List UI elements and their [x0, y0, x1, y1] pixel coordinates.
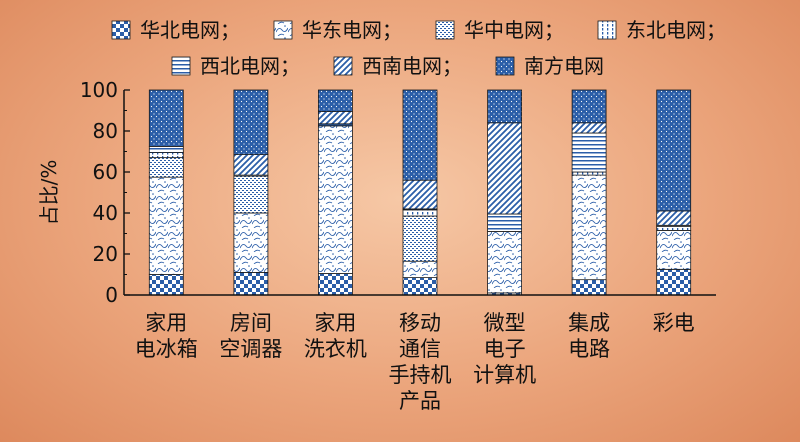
legend-label-4: 西北电网；	[200, 54, 300, 78]
category-label-0-1: 电冰箱	[135, 337, 198, 361]
bar-segment-6-0	[656, 268, 692, 296]
bar-segment-0-1	[148, 176, 184, 275]
y-tick-label-100: 100	[80, 78, 118, 102]
bar-segment-1-0	[233, 271, 269, 296]
bar-segment-6-5	[656, 210, 692, 226]
legend-swatch-0	[111, 20, 131, 40]
category-label-5-0: 集成	[568, 311, 610, 335]
bar-segment-5-4	[571, 132, 607, 173]
legend-swatch-1	[273, 20, 293, 40]
bar-segment-2-5	[317, 111, 353, 125]
category-label-1-0: 房间	[230, 311, 272, 335]
axes: 家用电冰箱房间空调器家用洗衣机移动通信手持机产品微型电子计算机集成电路彩电020…	[37, 78, 716, 413]
category-label-2-1: 洗衣机	[304, 337, 367, 361]
y-axis-label: 占比/%	[37, 160, 61, 226]
bar-segment-3-5	[402, 179, 438, 210]
category-label-0-0: 家用	[145, 311, 187, 335]
bar-segment-0-0	[148, 274, 184, 296]
bar-segment-2-1	[317, 125, 353, 274]
bar-segment-5-5	[571, 122, 607, 134]
category-label-5-1: 电路	[568, 337, 610, 361]
legend-label-5: 西南电网；	[362, 54, 462, 78]
legend-label-0: 华北电网；	[140, 18, 240, 42]
bar-segment-0-6	[148, 89, 184, 147]
bar-segment-3-6	[402, 89, 438, 181]
legend-label-1: 华东电网；	[302, 18, 402, 42]
category-label-3-0: 移动	[399, 311, 441, 335]
legend-swatch-4	[171, 56, 191, 76]
legend-label-6: 南方电网	[524, 54, 604, 78]
bar-segment-5-0	[571, 279, 607, 296]
category-label-4-2: 计算机	[473, 363, 536, 387]
bar-segment-0-4	[148, 145, 184, 153]
bar-segment-3-2	[402, 215, 438, 262]
bar-segment-5-1	[571, 174, 607, 281]
bar-segment-5-6	[571, 89, 607, 124]
bar-segment-4-5	[487, 122, 523, 215]
bar-segment-1-6	[233, 89, 269, 155]
bar-segment-3-0	[402, 277, 438, 296]
bar-segment-1-1	[233, 212, 269, 273]
legend-label-3: 东北电网；	[626, 18, 726, 42]
bar-segment-3-1	[402, 260, 438, 279]
category-label-3-2: 手持机	[389, 363, 452, 387]
bar-segment-6-3	[656, 225, 692, 231]
legend-swatch-6	[495, 56, 515, 76]
category-label-1-1: 空调器	[219, 337, 282, 361]
category-label-6-0: 彩电	[653, 311, 695, 335]
bar-segment-5-3	[571, 171, 607, 176]
bar-segment-4-1	[487, 230, 523, 294]
bar-segment-2-6	[317, 89, 353, 112]
bar-segment-4-6	[487, 89, 523, 124]
y-tick-label-40: 40	[93, 201, 118, 225]
bar-segment-0-3	[148, 152, 184, 158]
legend-swatch-2	[435, 20, 455, 40]
category-label-3-1: 通信	[399, 337, 441, 361]
bar-segment-6-1	[656, 229, 692, 270]
y-tick-label-60: 60	[93, 160, 118, 184]
bar-segment-0-2	[148, 157, 184, 178]
legend-label-2: 华中电网；	[464, 18, 564, 42]
bar-segment-1-5	[233, 154, 269, 176]
bar-segment-2-0	[317, 273, 353, 296]
category-label-4-0: 微型	[484, 311, 526, 335]
bar-segment-6-6	[656, 89, 692, 212]
y-tick-label-20: 20	[93, 242, 118, 266]
category-label-4-1: 电子	[484, 337, 526, 361]
y-tick-label-0: 0	[105, 283, 118, 307]
category-label-3-3: 产品	[399, 389, 441, 413]
bar-segment-3-3	[402, 209, 438, 217]
bar-segment-1-2	[233, 175, 269, 214]
legend-swatch-5	[333, 56, 353, 76]
category-label-2-0: 家用	[314, 311, 356, 335]
bar-segment-4-4	[487, 213, 523, 232]
plot-area	[148, 89, 692, 296]
y-tick-label-80: 80	[93, 119, 118, 143]
legend: 华北电网； 华东电网； 华中电网； 东北电网； 西北电网； 西南电网； 南方电网	[111, 18, 726, 78]
legend-swatch-3	[597, 20, 617, 40]
